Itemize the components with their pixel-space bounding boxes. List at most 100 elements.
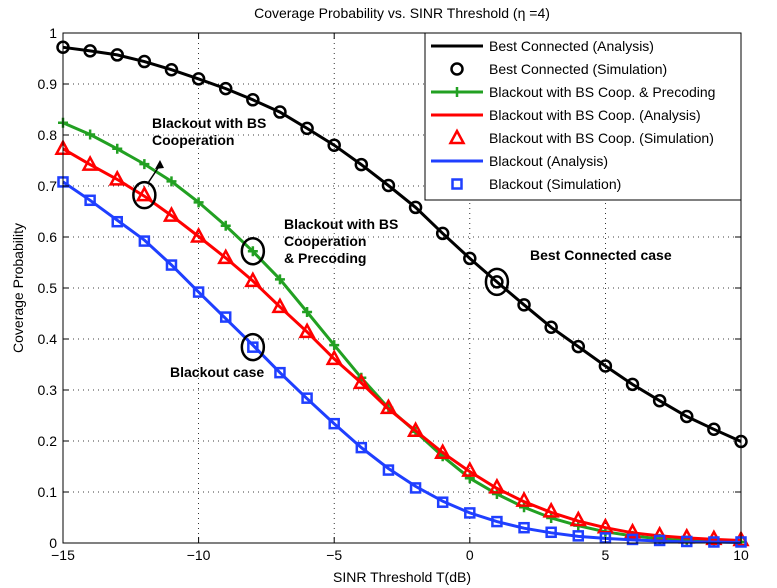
data-point bbox=[434, 443, 452, 459]
legend-item: Best Connected (Simulation) bbox=[450, 61, 667, 77]
data-point bbox=[162, 205, 181, 222]
legend-label: Best Connected (Simulation) bbox=[489, 61, 667, 77]
annotation-text: Cooperation bbox=[152, 132, 234, 148]
data-point bbox=[572, 530, 585, 542]
data-point bbox=[623, 522, 642, 539]
y-tick-label: 1 bbox=[49, 25, 57, 41]
data-point bbox=[166, 176, 177, 187]
annotation-circle bbox=[240, 237, 266, 266]
data-point bbox=[108, 169, 126, 186]
data-point bbox=[464, 507, 476, 519]
annotation-circle bbox=[240, 332, 266, 362]
data-point bbox=[542, 501, 560, 518]
data-point bbox=[217, 248, 235, 265]
series-layer bbox=[54, 40, 750, 548]
data-point bbox=[164, 62, 179, 77]
legend-item: Blackout (Simulation) bbox=[451, 176, 621, 192]
y-tick-label: 0.3 bbox=[38, 382, 58, 398]
data-point bbox=[517, 298, 531, 312]
data-point bbox=[352, 373, 370, 390]
data-point bbox=[302, 306, 313, 317]
data-point bbox=[680, 409, 694, 424]
annotation-circle bbox=[484, 267, 510, 297]
legend-item: Blackout with BS Coop. (Simulation) bbox=[448, 128, 714, 146]
data-point bbox=[138, 235, 151, 247]
legend-item: Blackout with BS Coop. & Precoding bbox=[431, 84, 715, 100]
data-point bbox=[491, 515, 503, 528]
data-point bbox=[406, 421, 425, 438]
data-point bbox=[83, 44, 97, 58]
data-point bbox=[325, 349, 343, 366]
legend-label: Best Connected (Analysis) bbox=[489, 38, 654, 54]
data-point bbox=[274, 366, 286, 379]
x-tick-label: −5 bbox=[326, 547, 342, 563]
data-point bbox=[84, 194, 96, 207]
data-point bbox=[488, 477, 506, 494]
data-point bbox=[515, 491, 533, 507]
data-point bbox=[271, 297, 289, 314]
x-tick-label: 10 bbox=[733, 547, 749, 563]
y-axis-label: Coverage Probability bbox=[10, 223, 26, 353]
x-axis-label: SINR Threshold T(dB) bbox=[333, 569, 471, 585]
data-point bbox=[218, 81, 233, 96]
data-point bbox=[219, 311, 232, 323]
legend: Best Connected (Analysis) Best Connected … bbox=[424, 32, 742, 201]
data-point bbox=[491, 489, 502, 500]
legend-swatch-marker bbox=[448, 128, 466, 145]
data-point bbox=[244, 271, 262, 288]
data-point bbox=[571, 339, 586, 354]
legend-label: Blackout (Analysis) bbox=[489, 153, 608, 169]
data-point bbox=[135, 185, 153, 202]
legend-swatch-marker bbox=[450, 62, 464, 76]
data-point bbox=[355, 441, 368, 454]
data-point bbox=[81, 154, 99, 171]
data-point bbox=[328, 417, 340, 430]
series-6 bbox=[57, 176, 747, 548]
y-tick-label: 0 bbox=[49, 535, 57, 551]
data-point bbox=[111, 215, 123, 228]
data-point bbox=[382, 464, 395, 476]
annotation-text: Blackout with BS bbox=[152, 115, 266, 131]
data-point bbox=[461, 460, 479, 477]
data-point bbox=[273, 105, 287, 119]
data-point bbox=[569, 510, 587, 527]
data-point bbox=[545, 526, 557, 539]
legend-label: Blackout with BS Coop. (Analysis) bbox=[489, 107, 701, 123]
legend-swatch-marker bbox=[451, 178, 463, 190]
data-point bbox=[379, 398, 398, 415]
chart-title: Coverage Probability vs. SINR Threshold … bbox=[254, 5, 550, 21]
data-point bbox=[329, 340, 340, 351]
data-point bbox=[85, 129, 96, 140]
data-point bbox=[301, 392, 313, 404]
data-point bbox=[300, 121, 314, 136]
legend-label: Blackout with BS Coop. & Precoding bbox=[489, 84, 715, 100]
legend-label: Blackout with BS Coop. (Simulation) bbox=[489, 130, 714, 146]
annotation-text: & Precoding bbox=[284, 250, 366, 266]
data-point bbox=[652, 393, 667, 408]
data-point bbox=[708, 536, 720, 548]
annotation-text: Blackout case bbox=[170, 364, 264, 380]
data-point bbox=[354, 157, 369, 172]
data-point bbox=[247, 341, 259, 353]
data-point bbox=[220, 220, 231, 231]
data-point bbox=[490, 275, 504, 289]
data-point bbox=[653, 534, 666, 547]
data-point bbox=[546, 513, 557, 524]
y-tick-label: 0.5 bbox=[38, 280, 58, 296]
x-tick-label: −10 bbox=[187, 547, 211, 563]
legend-item: Best Connected (Analysis) bbox=[431, 38, 654, 54]
data-point bbox=[681, 535, 693, 548]
data-point bbox=[139, 159, 150, 170]
data-point bbox=[381, 178, 396, 193]
legend-swatch-marker bbox=[452, 87, 462, 97]
y-tick-label: 0.7 bbox=[38, 178, 58, 194]
y-tick-label: 0.1 bbox=[38, 484, 58, 500]
data-point bbox=[625, 377, 640, 392]
data-point bbox=[298, 322, 316, 339]
data-point bbox=[246, 93, 260, 107]
y-tick-label: 0.4 bbox=[38, 331, 58, 347]
data-point bbox=[435, 226, 450, 241]
data-point bbox=[518, 521, 530, 534]
